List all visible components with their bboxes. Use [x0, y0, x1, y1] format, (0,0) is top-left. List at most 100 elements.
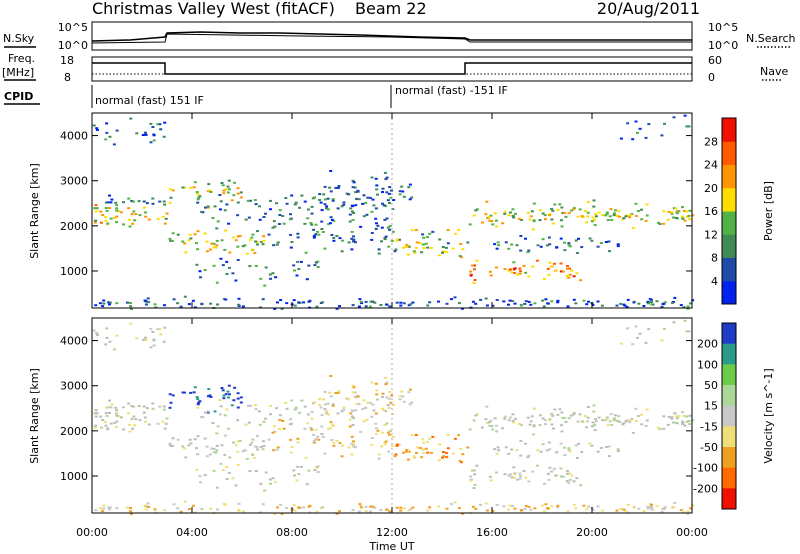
power-cell: [277, 223, 281, 225]
velocity-cell: [315, 510, 319, 513]
velocity-cell: [592, 410, 596, 413]
velocity-cell: [106, 427, 110, 430]
velocity-cell: [398, 398, 402, 401]
velocity-cell: [104, 412, 108, 414]
velocity-cell: [320, 425, 324, 428]
nsearch-trace: [91, 33, 692, 44]
velocity-cell: [615, 509, 619, 512]
velocity-cell: [94, 509, 98, 512]
velocity-cell: [102, 507, 106, 510]
velocity-colorbar-segment: [722, 488, 736, 510]
power-cell: [380, 226, 384, 229]
velocity-cell: [640, 423, 644, 426]
velocity-cell: [297, 473, 301, 476]
power-cell: [567, 276, 571, 279]
velocity-cell: [524, 476, 528, 479]
power-cell: [335, 307, 339, 310]
velocity-cell: [203, 474, 207, 476]
power-cell: [495, 299, 499, 301]
power-cell: [248, 199, 252, 202]
power-cell: [604, 214, 608, 217]
power-cell: [572, 208, 576, 211]
velocity-cell: [630, 418, 634, 421]
power-cell: [239, 191, 243, 194]
velocity-cell: [248, 443, 252, 446]
velocity-cell: [622, 422, 626, 425]
power-cell: [219, 208, 222, 211]
velocity-cell: [375, 393, 379, 396]
power-cell: [356, 190, 360, 193]
velocity-cell: [485, 509, 489, 512]
power-cell: [517, 217, 521, 220]
power-cell: [130, 200, 134, 202]
velocity-cell: [474, 414, 478, 417]
velocity-cell: [461, 453, 465, 456]
velocity-cell: [421, 438, 425, 441]
velocity-cell: [184, 456, 188, 459]
velocity-cell: [227, 384, 231, 387]
power-cell: [395, 239, 399, 242]
velocity-cell: [390, 444, 394, 447]
velocity-cell: [196, 406, 200, 409]
velocity-cell: [352, 386, 356, 389]
velocity-cell: [517, 422, 521, 425]
velocity-cell: [655, 505, 659, 508]
power-cell: [536, 244, 540, 247]
velocity-cell: [393, 455, 397, 458]
power-cell: [95, 127, 99, 130]
power-cell: [93, 207, 97, 210]
velocity-cell: [429, 451, 433, 454]
power-cell: [577, 237, 580, 240]
velocity-cell: [458, 460, 462, 462]
power-cell: [109, 201, 113, 204]
velocity-cell: [625, 511, 629, 513]
velocity-cell: [296, 465, 300, 468]
velocity-cell: [671, 421, 675, 424]
power-cell: [370, 176, 374, 179]
power-colorbar-label: Power [dB]: [762, 181, 775, 241]
power-cell: [205, 250, 209, 253]
power-cell: [101, 214, 105, 216]
power-cell: [541, 238, 545, 241]
x-tick-label: 16:00: [476, 526, 508, 539]
power-cell: [559, 270, 563, 273]
power-cell: [381, 187, 385, 190]
power-cell: [594, 215, 598, 218]
velocity-cell: [509, 473, 512, 476]
velocity-cell: [342, 406, 346, 409]
power-cell: [586, 201, 590, 203]
power-cell: [580, 215, 584, 218]
power-cell: [352, 212, 356, 215]
power-cell: [475, 208, 479, 211]
power-cell: [234, 239, 238, 242]
power-cell: [327, 223, 331, 226]
power-cell: [615, 304, 619, 307]
power-cell: [544, 298, 548, 301]
velocity-cell: [502, 505, 506, 508]
power-cell: [108, 207, 111, 209]
velocity-cell: [236, 406, 240, 409]
velocity-cell: [380, 445, 383, 448]
power-colorbar-tick: 28: [704, 135, 718, 148]
velocity-cell: [580, 451, 584, 454]
power-cell: [453, 296, 457, 299]
power-cell: [122, 201, 125, 204]
power-cell: [143, 211, 147, 214]
power-cell: [354, 191, 358, 194]
velocity-cell: [592, 404, 596, 407]
velocity-cell: [115, 414, 119, 417]
velocity-cell: [222, 397, 226, 400]
power-cell: [332, 236, 336, 239]
velocity-cell: [597, 416, 601, 419]
velocity-cell: [491, 428, 495, 431]
velocity-cell: [645, 408, 649, 411]
velocity-cell: [392, 404, 396, 406]
power-cell: [660, 134, 664, 137]
power-cell: [623, 304, 627, 307]
velocity-cell: [387, 450, 391, 453]
velocity-cell: [551, 414, 555, 417]
power-cell: [493, 243, 497, 246]
power-cell: [128, 225, 132, 228]
power-cell: [195, 263, 199, 266]
